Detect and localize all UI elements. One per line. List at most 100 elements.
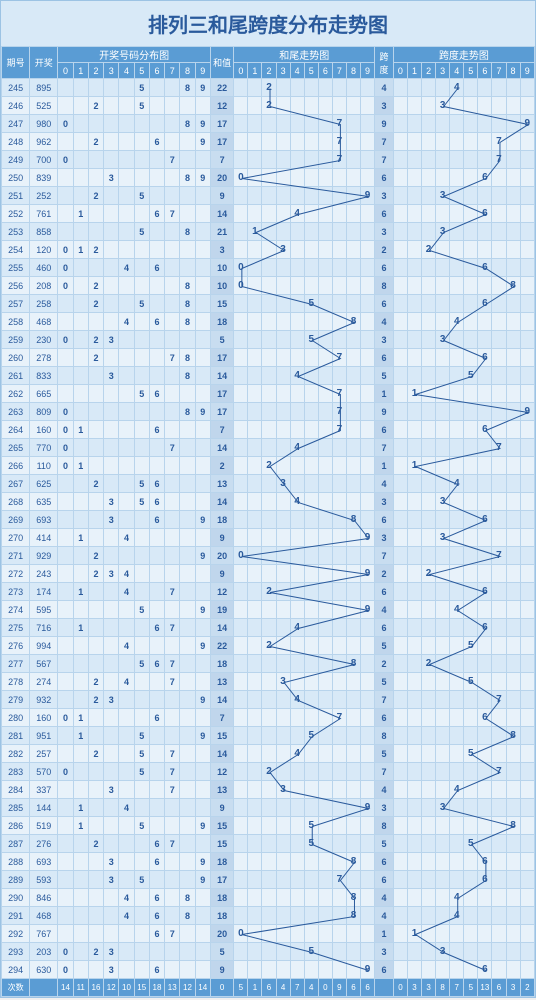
cell-spantrend xyxy=(436,79,450,97)
cell-tail xyxy=(318,133,332,151)
cell-spantrend xyxy=(450,331,464,349)
cell-spantrend: 8 xyxy=(506,817,520,835)
cell-spantrend xyxy=(492,889,506,907)
cell-dist: 0 xyxy=(58,241,73,259)
cell-tail xyxy=(234,529,248,547)
cell-tail xyxy=(290,943,304,961)
cell-spantrend xyxy=(422,835,436,853)
cell-dist xyxy=(134,133,149,151)
cell-dist xyxy=(88,385,103,403)
cell-spantrend xyxy=(464,295,478,313)
cell-spantrend xyxy=(393,277,407,295)
cell-dist xyxy=(180,745,195,763)
cell-spantrend xyxy=(506,763,520,781)
cell-tail xyxy=(248,727,262,745)
cell-spantrend xyxy=(478,277,492,295)
cell-dist: 6 xyxy=(149,133,164,151)
cell-dist xyxy=(134,673,149,691)
hdr-digit: 8 xyxy=(346,63,360,79)
cell-dist xyxy=(195,943,210,961)
cell-dist xyxy=(165,727,180,745)
cell-spantrend xyxy=(464,349,478,367)
cell-tail xyxy=(361,889,375,907)
cell-spantrend xyxy=(393,115,407,133)
cell-tail xyxy=(318,565,332,583)
cell-dist xyxy=(104,925,119,943)
cell-spantrend xyxy=(393,727,407,745)
cell-spantrend xyxy=(506,151,520,169)
cell-spantrend xyxy=(436,385,450,403)
cell-tail xyxy=(234,745,248,763)
cell-dist xyxy=(134,331,149,349)
cell-spantrend xyxy=(506,385,520,403)
cell-tail: 9 xyxy=(361,961,375,979)
cell-tail xyxy=(318,691,332,709)
cell-spantrend xyxy=(436,277,450,295)
hdr-sum: 和值 xyxy=(210,47,233,79)
cell-tail xyxy=(234,331,248,349)
cell-tail: 8 xyxy=(346,655,360,673)
cell-spantrend xyxy=(436,295,450,313)
cell-tail xyxy=(262,709,276,727)
cell-tail xyxy=(346,205,360,223)
cell-spantrend xyxy=(393,673,407,691)
cell-dist xyxy=(73,79,88,97)
cell-spantrend xyxy=(464,889,478,907)
cell-dist: 0 xyxy=(58,259,73,277)
cell-spantrend xyxy=(450,277,464,295)
cell-spantrend xyxy=(407,745,421,763)
cell-span: 4 xyxy=(375,781,394,799)
cell-tail xyxy=(361,691,375,709)
cell-spantrend xyxy=(492,421,506,439)
cell-dist: 3 xyxy=(104,331,119,349)
cell-spantrend xyxy=(478,763,492,781)
cell-spantrend xyxy=(450,763,464,781)
cell-dist xyxy=(119,511,134,529)
cell-spantrend: 6 xyxy=(478,871,492,889)
cell-tail xyxy=(304,223,318,241)
cell-tail xyxy=(248,97,262,115)
cell-spantrend xyxy=(492,817,506,835)
cell-dist xyxy=(180,529,195,547)
cell-dist: 8 xyxy=(180,349,195,367)
cell-dist xyxy=(73,295,88,313)
cell-tail: 2 xyxy=(262,583,276,601)
cell-spantrend xyxy=(492,925,506,943)
cell-spantrend xyxy=(450,133,464,151)
cell-tail xyxy=(262,943,276,961)
cell-span: 2 xyxy=(375,565,394,583)
cell-sum: 7 xyxy=(210,709,233,727)
cell-sum: 10 xyxy=(210,277,233,295)
ftr-dist: 16 xyxy=(88,979,103,997)
cell-spantrend xyxy=(520,583,534,601)
cell-tail xyxy=(262,673,276,691)
cell-tail xyxy=(361,475,375,493)
cell-spantrend: 2 xyxy=(422,241,436,259)
cell-dist: 1 xyxy=(73,205,88,223)
cell-sum: 14 xyxy=(210,745,233,763)
cell-dist xyxy=(88,115,103,133)
ftr-spantrend: 7 xyxy=(450,979,464,997)
cell-spantrend xyxy=(393,475,407,493)
cell-dist xyxy=(73,313,88,331)
cell-spantrend xyxy=(436,349,450,367)
cell-spantrend: 3 xyxy=(436,331,450,349)
hdr-spantrend: 跨度走势图 xyxy=(393,47,534,63)
cell-dist xyxy=(180,133,195,151)
cell-spantrend xyxy=(506,295,520,313)
cell-tail xyxy=(304,241,318,259)
cell-dist xyxy=(119,241,134,259)
cell-period: 245 xyxy=(2,79,30,97)
cell-spantrend xyxy=(407,889,421,907)
cell-spantrend xyxy=(450,835,464,853)
cell-spantrend xyxy=(506,403,520,421)
cell-tail xyxy=(248,493,262,511)
cell-tail xyxy=(346,547,360,565)
cell-sum: 9 xyxy=(210,529,233,547)
cell-tail xyxy=(290,115,304,133)
cell-span: 5 xyxy=(375,745,394,763)
cell-spantrend xyxy=(520,817,534,835)
hdr-digit: 8 xyxy=(180,63,195,79)
cell-spantrend xyxy=(407,511,421,529)
cell-dist xyxy=(104,835,119,853)
